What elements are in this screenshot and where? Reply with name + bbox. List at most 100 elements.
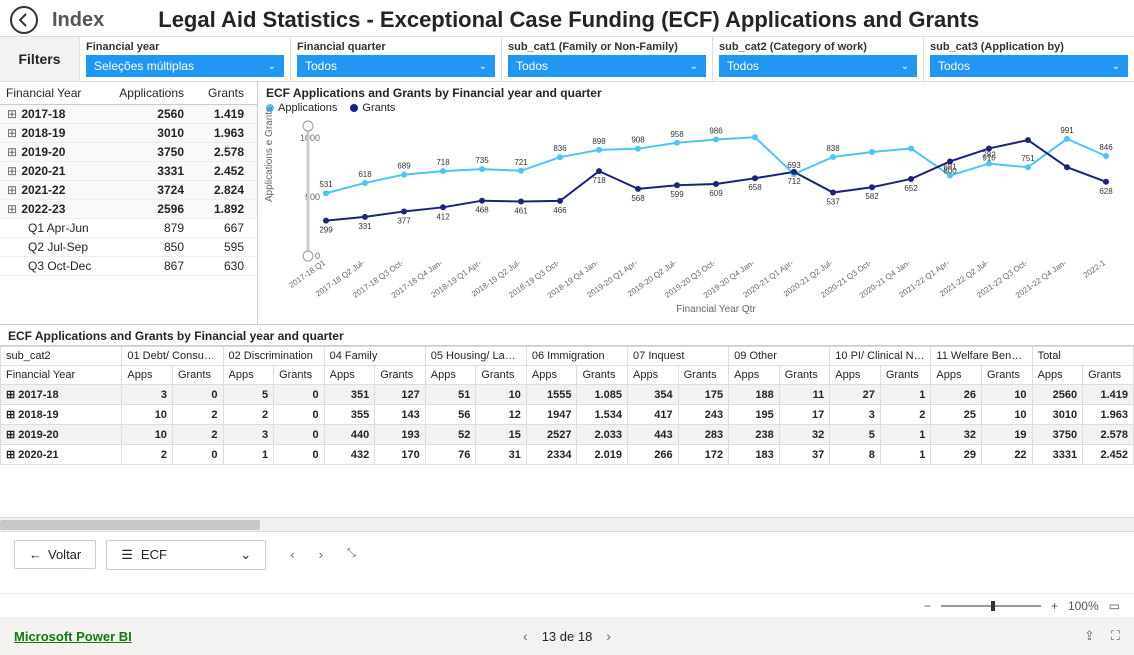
page-prev[interactable]: ‹ bbox=[523, 628, 528, 644]
list-icon: ☰ bbox=[121, 547, 133, 563]
group-header[interactable]: 02 Discrimination bbox=[223, 347, 324, 366]
fit-page-icon[interactable]: ▭ bbox=[1109, 599, 1120, 613]
fullscreen-icon[interactable]: ⛶ bbox=[1111, 628, 1120, 644]
sub-header-grants[interactable]: Grants bbox=[1083, 366, 1134, 385]
sub-header-grants[interactable]: Grants bbox=[274, 366, 325, 385]
group-header[interactable]: 11 Welfare Benefits bbox=[931, 347, 1032, 366]
group-header[interactable]: 10 PI/ Clinical Negligence bbox=[830, 347, 931, 366]
drill-prev[interactable]: ‹ bbox=[290, 547, 294, 562]
powerbi-brand-link[interactable]: Microsoft Power BI bbox=[14, 629, 132, 644]
svg-text:908: 908 bbox=[631, 136, 645, 145]
col-header-apps[interactable]: Applications bbox=[110, 82, 190, 104]
expand-icon[interactable]: ⊞ bbox=[6, 164, 18, 178]
slicer-dropdown[interactable]: Todos⌄ bbox=[930, 55, 1128, 77]
group-header[interactable]: 07 Inquest bbox=[628, 347, 729, 366]
sub-header-grants[interactable]: Grants bbox=[779, 366, 830, 385]
col-header-year[interactable]: Financial Year bbox=[0, 82, 110, 104]
svg-text:537: 537 bbox=[826, 198, 840, 207]
drill-next[interactable]: › bbox=[319, 547, 323, 562]
slicer-dropdown[interactable]: Todos⌄ bbox=[719, 55, 917, 77]
sub-header-grants[interactable]: Grants bbox=[476, 366, 527, 385]
sub-header-grants[interactable]: Grants bbox=[880, 366, 931, 385]
sub-header-apps[interactable]: Apps bbox=[1032, 366, 1083, 385]
zoom-slider[interactable] bbox=[941, 605, 1041, 607]
col-header-grants[interactable]: Grants bbox=[190, 82, 250, 104]
expand-icon[interactable]: ⊞ bbox=[6, 429, 15, 441]
sub-header-grants[interactable]: Grants bbox=[577, 366, 628, 385]
quarter-row[interactable]: Q2 Jul-Sep850595 bbox=[0, 238, 257, 257]
sub-header-apps[interactable]: Apps bbox=[324, 366, 375, 385]
svg-text:836: 836 bbox=[553, 144, 567, 153]
year-row[interactable]: ⊞ 2022-2325961.892 bbox=[0, 200, 257, 219]
data-row[interactable]: ⊞ 2018-1910220355143561219471.5344172431… bbox=[1, 405, 1134, 425]
collapse-icon[interactable]: ⤡ bbox=[347, 547, 356, 562]
group-header[interactable]: 05 Housing/ Land Law bbox=[425, 347, 526, 366]
legend-dot-grants bbox=[350, 104, 358, 112]
expand-icon[interactable]: ⊞ bbox=[6, 183, 18, 197]
breadcrumb-dropdown[interactable]: ☰ECF ⌄ bbox=[106, 540, 266, 570]
breakdown-title: ECF Applications and Grants by Financial… bbox=[0, 324, 1134, 345]
sub-header-apps[interactable]: Apps bbox=[628, 366, 679, 385]
year-row[interactable]: ⊞ 2018-1930101.963 bbox=[0, 124, 257, 143]
svg-text:910: 910 bbox=[982, 153, 996, 162]
svg-text:618: 618 bbox=[358, 170, 372, 179]
zoom-in[interactable]: + bbox=[1051, 599, 1058, 613]
quarter-row[interactable]: Q3 Oct-Dec867630 bbox=[0, 257, 257, 276]
svg-text:712: 712 bbox=[787, 177, 801, 186]
svg-text:2022-1: 2022-1 bbox=[1082, 258, 1108, 280]
sub-header-grants[interactable]: Grants bbox=[678, 366, 729, 385]
svg-text:721: 721 bbox=[514, 158, 528, 167]
expand-icon[interactable]: ⊞ bbox=[6, 126, 18, 140]
slicer-title: sub_cat1 (Family or Non-Family) bbox=[508, 41, 706, 53]
quarter-row[interactable]: Q1 Apr-Jun879667 bbox=[0, 219, 257, 238]
sub-header-apps[interactable]: Apps bbox=[122, 366, 173, 385]
sub-header-grants[interactable]: Grants bbox=[981, 366, 1032, 385]
svg-text:898: 898 bbox=[592, 137, 606, 146]
back-nav-button[interactable]: ← Voltar bbox=[14, 540, 96, 569]
sub-header-apps[interactable]: Apps bbox=[526, 366, 577, 385]
collapse-icon[interactable]: ⊞ bbox=[6, 202, 18, 216]
chart-legend: Applications Grants bbox=[266, 102, 1126, 114]
h-scrollbar[interactable] bbox=[0, 517, 1134, 531]
expand-icon[interactable]: ⊞ bbox=[6, 145, 18, 159]
group-header[interactable]: 04 Family bbox=[324, 347, 425, 366]
slicer-dropdown[interactable]: Seleções múltiplas⌄ bbox=[86, 55, 284, 77]
year-row[interactable]: ⊞ 2021-2237242.824 bbox=[0, 181, 257, 200]
year-row[interactable]: ⊞ 2020-2133312.452 bbox=[0, 162, 257, 181]
group-header[interactable]: 01 Debt/ Consumer/ Contract bbox=[122, 347, 223, 366]
data-row[interactable]: ⊞ 2019-2010230440193521525272.0334432832… bbox=[1, 425, 1134, 445]
year-row[interactable]: ⊞ 2019-2037502.578 bbox=[0, 143, 257, 162]
group-header[interactable]: 09 Other bbox=[729, 347, 830, 366]
slicer-dropdown[interactable]: Todos⌄ bbox=[297, 55, 495, 77]
page-indicator: 13 de 18 bbox=[542, 629, 593, 644]
page-next[interactable]: › bbox=[606, 628, 611, 644]
data-row[interactable]: ⊞ 2017-183050351127511015551.08535417518… bbox=[1, 385, 1134, 405]
sub-header-apps[interactable]: Apps bbox=[223, 366, 274, 385]
expand-icon[interactable]: ⊞ bbox=[6, 409, 15, 421]
slicer-title: Financial year bbox=[86, 41, 284, 53]
expand-icon[interactable]: ⊞ bbox=[6, 107, 18, 121]
year-row[interactable]: ⊞ 2017-1825601.419 bbox=[0, 105, 257, 124]
back-button[interactable] bbox=[10, 6, 38, 34]
sub-header-apps[interactable]: Apps bbox=[830, 366, 881, 385]
svg-text:609: 609 bbox=[709, 189, 723, 198]
filters-row: Filters Financial year Seleções múltipla… bbox=[0, 36, 1134, 82]
expand-icon[interactable]: ⊞ bbox=[6, 389, 15, 401]
group-header[interactable]: Total bbox=[1032, 347, 1133, 366]
sub-header-grants[interactable]: Grants bbox=[172, 366, 223, 385]
sub-header-apps[interactable]: Apps bbox=[729, 366, 780, 385]
group-header[interactable]: 06 Immigration bbox=[526, 347, 627, 366]
sub-header-apps[interactable]: Apps bbox=[931, 366, 982, 385]
sub-header-apps[interactable]: Apps bbox=[425, 366, 476, 385]
sub-header-grants[interactable]: Grants bbox=[375, 366, 426, 385]
line-chart[interactable]: ECF Applications and Grants by Financial… bbox=[258, 82, 1134, 324]
zoom-out[interactable]: − bbox=[924, 599, 931, 613]
share-icon[interactable]: ⇪ bbox=[1084, 628, 1095, 644]
data-row[interactable]: ⊞ 2020-212010432170763123342.01926617218… bbox=[1, 445, 1134, 465]
chevron-down-icon: ⌄ bbox=[268, 61, 276, 72]
breakdown-table[interactable]: sub_cat201 Debt/ Consumer/ Contract02 Di… bbox=[0, 346, 1134, 465]
svg-text:531: 531 bbox=[319, 180, 333, 189]
expand-icon[interactable]: ⊞ bbox=[6, 449, 15, 461]
index-link[interactable]: Index bbox=[52, 9, 104, 32]
slicer-dropdown[interactable]: Todos⌄ bbox=[508, 55, 706, 77]
